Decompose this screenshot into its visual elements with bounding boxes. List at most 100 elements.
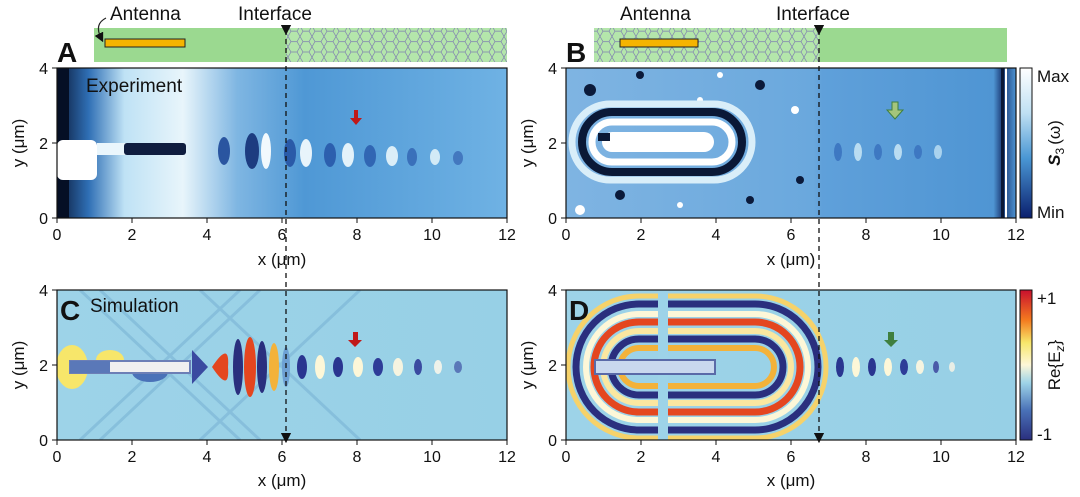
red-arrow-icon <box>350 110 362 125</box>
x-tick-label: 8 <box>862 449 871 466</box>
x-tick-label: 12 <box>498 449 516 466</box>
axis-ticks: 0 2 4 6 8 10 12 0 2 4 <box>39 283 516 466</box>
panel-letter: B <box>566 37 586 68</box>
green-arrow-icon <box>885 101 905 120</box>
axis-ticks: 0 2 4 6 8 10 12 0 2 4 <box>548 283 1025 466</box>
panel-title: Experiment <box>86 76 183 97</box>
x-tick-label: 4 <box>203 227 212 244</box>
quantity-symbol: Re{E <box>1045 351 1064 390</box>
y-axis-label: y (μm) <box>518 119 537 168</box>
x-tick-label: 2 <box>637 227 646 244</box>
fringe-group <box>834 143 942 161</box>
panel-title: Simulation <box>90 296 179 317</box>
y-tick-label: 0 <box>548 433 557 450</box>
x-tick-label: 8 <box>862 227 871 244</box>
x-tick-label: 10 <box>932 227 950 244</box>
antenna-bar <box>104 38 186 48</box>
interface-label: Interface <box>238 4 312 25</box>
panel-letter: A <box>57 37 77 68</box>
antenna-region <box>57 345 208 389</box>
x-tick-label: 2 <box>128 227 137 244</box>
x-tick-label: 2 <box>128 449 137 466</box>
panel-b: B y (μm) x (μm) 0 2 4 6 8 10 12 0 2 4 <box>518 37 1025 269</box>
colorbar-top: Max Min S3 (ω) <box>1019 67 1070 222</box>
schematic-right: Antenna Interface <box>594 4 1007 62</box>
y-tick-label: 2 <box>39 136 48 153</box>
y-tick-label: 2 <box>39 358 48 375</box>
panel-a: A Experiment y (μm) x (μm) 0 2 4 6 8 10 12 0 2 4 <box>9 37 516 269</box>
colorbar-quantity-label: Re{Ez} <box>1045 339 1067 390</box>
panel-d: D y (μm) x (μm) 0 2 4 6 8 10 12 0 2 4 <box>518 283 1025 490</box>
x-tick-label: 0 <box>53 227 62 244</box>
quantity-subscript: z <box>1053 345 1067 352</box>
x-tick-label: 2 <box>637 449 646 466</box>
antenna-label: Antenna <box>620 4 691 25</box>
green-arrow-icon <box>884 332 898 347</box>
colorbar-top-gradient <box>1019 67 1033 219</box>
x-tick-label: 8 <box>353 449 362 466</box>
colorbar-quantity-label: S3 (ω) <box>1045 120 1067 166</box>
red-arrow-icon <box>348 332 362 347</box>
y-tick-label: 4 <box>548 61 557 78</box>
antenna-bar <box>619 38 699 48</box>
y-axis-label: y (μm) <box>518 341 537 390</box>
y-axis-label: y (μm) <box>9 341 28 390</box>
colorbar-max-label: +1 <box>1037 289 1056 308</box>
y-tick-label: 2 <box>548 358 557 375</box>
x-tick-label: 10 <box>423 227 441 244</box>
x-tick-label: 6 <box>278 449 287 466</box>
x-tick-label: 12 <box>1007 227 1025 244</box>
panel-c: C Simulation y (μm) x (μm) 0 2 4 6 8 10 12 0 2 4 <box>9 283 516 490</box>
colorbar-bottom-gradient <box>1019 289 1033 441</box>
x-axis-label: x (μm) <box>767 250 816 269</box>
quantity-suffix: } <box>1045 339 1064 345</box>
x-axis-label: x (μm) <box>258 250 307 269</box>
antenna-ring-group <box>568 100 756 184</box>
x-tick-label: 6 <box>787 227 796 244</box>
quantity-symbol: S <box>1045 154 1064 166</box>
antenna-label: Antenna <box>110 4 181 25</box>
x-tick-label: 0 <box>53 449 62 466</box>
quantity-subscript: 3 <box>1053 147 1067 154</box>
x-tick-label: 8 <box>353 227 362 244</box>
y-axis-label: y (μm) <box>9 119 28 168</box>
x-axis-label: x (μm) <box>767 471 816 490</box>
schematic-left: Antenna Interface <box>94 4 507 62</box>
x-tick-label: 10 <box>423 449 441 466</box>
antenna-image <box>602 132 714 152</box>
colorbar-min-label: Min <box>1037 203 1064 222</box>
x-tick-label: 0 <box>562 227 571 244</box>
colorbar-bottom: +1 -1 Re{Ez} <box>1019 289 1067 444</box>
panel-letter: D <box>569 295 589 326</box>
y-tick-label: 4 <box>39 61 48 78</box>
x-tick-label: 4 <box>712 449 721 466</box>
interface-label: Interface <box>776 4 850 25</box>
panel-letter: C <box>60 295 80 326</box>
colorbar-min-label: -1 <box>1037 425 1052 444</box>
antenna-pointer <box>94 17 107 43</box>
x-tick-label: 4 <box>203 449 212 466</box>
substrate-plain <box>819 28 1007 62</box>
x-tick-label: 4 <box>712 227 721 244</box>
x-tick-label: 6 <box>787 449 796 466</box>
y-tick-label: 0 <box>548 211 557 228</box>
x-tick-label: 0 <box>562 449 571 466</box>
antenna-image <box>124 143 186 155</box>
antenna-image <box>594 359 716 375</box>
noise-spots <box>575 71 804 215</box>
fringe-group <box>836 357 955 377</box>
x-tick-label: 12 <box>498 227 516 244</box>
colorbar-max-label: Max <box>1037 67 1070 86</box>
y-tick-label: 2 <box>548 136 557 153</box>
x-tick-label: 12 <box>1007 449 1025 466</box>
y-tick-label: 4 <box>548 283 557 300</box>
quantity-suffix: (ω) <box>1045 120 1064 145</box>
axis-ticks: 0 2 4 6 8 10 12 0 2 4 <box>548 61 1025 244</box>
x-axis-label: x (μm) <box>258 471 307 490</box>
y-tick-label: 0 <box>39 211 48 228</box>
x-tick-label: 10 <box>932 449 950 466</box>
graphene-lattice <box>286 28 507 62</box>
y-tick-label: 4 <box>39 283 48 300</box>
y-tick-label: 0 <box>39 433 48 450</box>
x-tick-label: 6 <box>278 227 287 244</box>
